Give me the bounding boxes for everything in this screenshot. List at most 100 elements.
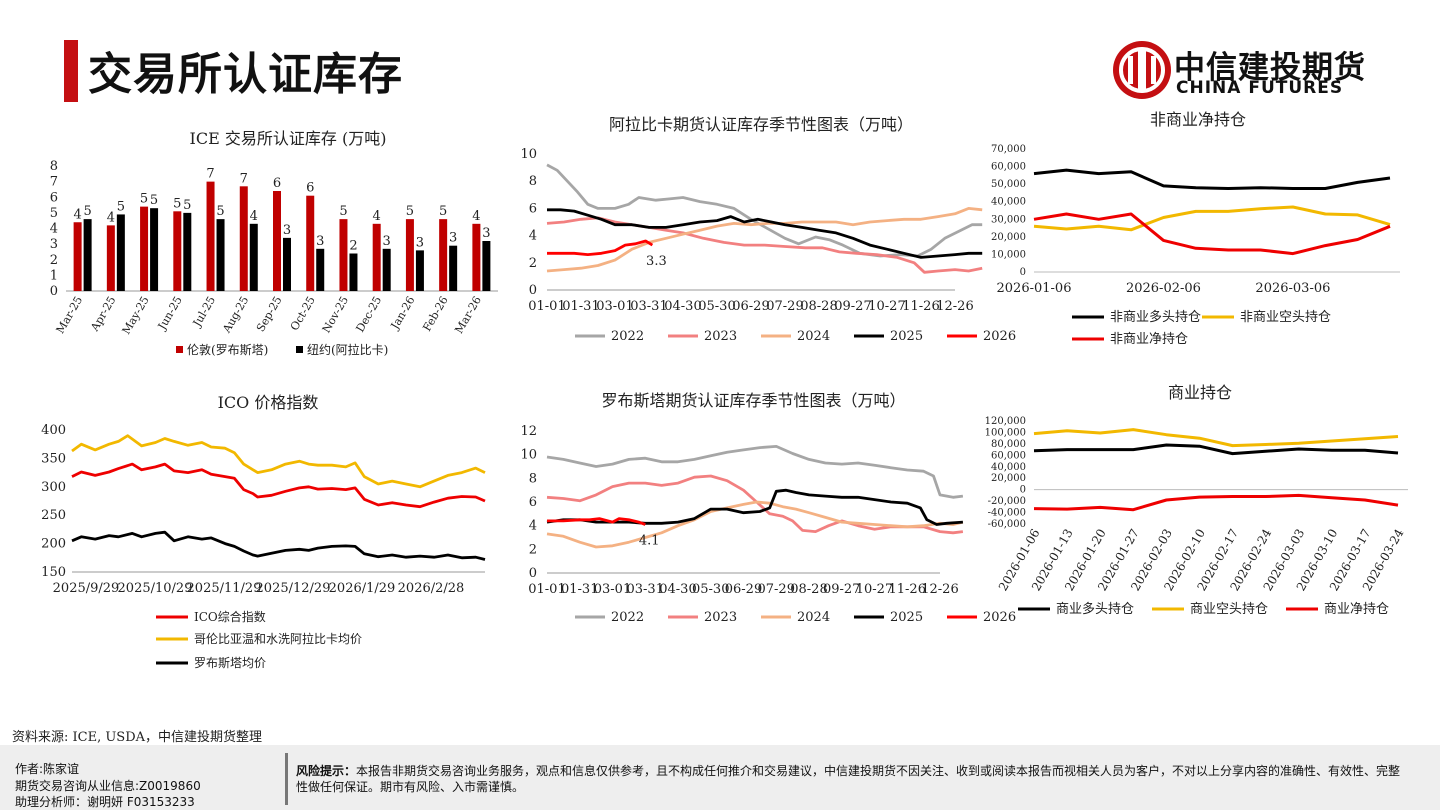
- y-tick-label: 60,000: [991, 450, 1026, 461]
- x-tick-label: 01-01: [528, 299, 565, 314]
- bar-data-label: 5: [150, 193, 158, 208]
- series-line: [546, 216, 983, 274]
- bar: [349, 253, 358, 291]
- y-tick-label: 0: [529, 283, 537, 298]
- robusta-seasonal-chart: 罗布斯塔期货认证库存季节性图表（万吨） 0 2 4 6 8 10 12 01-01 01-31 03…: [515, 388, 1016, 633]
- y-tick-label: 8: [529, 174, 537, 189]
- bar: [415, 250, 424, 291]
- series-line: [546, 488, 964, 526]
- arabica-seasonal-chart-svg: 阿拉比卡期货认证库存季节性图表（万吨） 0 2 4 6 8 10 01-0101-3103-0…: [520, 115, 1016, 344]
- x-tick-label: Aug-25: [220, 294, 252, 336]
- x-tick-label: 03-31: [630, 299, 667, 314]
- y-tick-label: 4: [529, 519, 537, 534]
- bar: [405, 219, 414, 291]
- x-tick-label: 07-29: [758, 582, 795, 597]
- commercial-chart-svg: 商业持仓 -60,000-40,000-20,000020,00040,00060…: [985, 383, 1408, 617]
- y-tick-label: 150: [41, 565, 66, 580]
- chart-title: 阿拉比卡期货认证库存季节性图表（万吨）: [609, 115, 913, 134]
- series-line: [1033, 443, 1399, 456]
- legend-label: ICO综合指数: [194, 609, 266, 624]
- y-tick-label: 30,000: [991, 214, 1026, 225]
- bar: [183, 212, 192, 291]
- bar-data-label: 3: [482, 226, 490, 241]
- y-tick-label: 10,000: [991, 249, 1026, 260]
- x-tick-label: 01-31: [562, 299, 599, 314]
- bar: [482, 241, 491, 291]
- bar-data-label: 3: [449, 231, 457, 246]
- x-tick-label: Jul-25: [190, 294, 218, 330]
- x-tick-label: 06-29: [725, 582, 762, 597]
- x-tick-label: 2026-03-06: [1255, 281, 1330, 296]
- bar-data-label: 5: [406, 204, 414, 219]
- author: 作者:陈家谊: [15, 762, 80, 776]
- bar: [116, 214, 125, 291]
- y-tick-label: 8: [529, 471, 537, 486]
- series-line: [546, 445, 964, 499]
- x-tick-label: Jan-26: [388, 294, 418, 332]
- bar: [382, 248, 391, 291]
- bar: [83, 219, 92, 291]
- bar-data-label: 5: [117, 199, 125, 214]
- y-tick-label: 3: [50, 237, 58, 252]
- x-tick-label: Dec-25: [353, 294, 384, 334]
- x-tick-label: Sep-25: [254, 294, 285, 334]
- x-tick-label: 03-01: [596, 299, 633, 314]
- bar-data-label: 5: [339, 204, 347, 219]
- x-tick-label: 2025/10/29: [118, 581, 193, 596]
- page-title: 交易所认证库存: [88, 49, 403, 100]
- series-line: [71, 434, 486, 489]
- legend-label: 2025: [890, 610, 923, 625]
- y-tick-label: 0: [529, 566, 537, 581]
- x-tick-label: 2026-01-06: [997, 281, 1072, 296]
- x-tick-label: 10-27: [868, 299, 905, 314]
- x-tick-label: 04-30: [659, 582, 696, 597]
- legend-label: 2025: [890, 329, 923, 344]
- bar: [140, 206, 149, 291]
- bar-data-label: 3: [416, 235, 424, 250]
- chart-title: ICO 价格指数: [218, 393, 319, 412]
- bar: [239, 186, 248, 291]
- y-tick-label: 12: [520, 424, 537, 439]
- chart-title: ICE 交易所认证库存 (万吨): [190, 129, 387, 148]
- y-tick-label: -60,000: [988, 519, 1026, 530]
- x-tick-label: 04-30: [664, 299, 701, 314]
- x-tick-label: 09-27: [823, 582, 860, 597]
- legend-label: 2022: [611, 329, 644, 344]
- x-tick-label: 06-29: [732, 299, 769, 314]
- bar-data-label: 3: [383, 234, 391, 249]
- footer-divider: [285, 753, 288, 805]
- y-tick-label: 80,000: [991, 439, 1026, 450]
- legend-label: 哥伦比亚温和水洗阿拉比卡均价: [194, 631, 362, 646]
- bar-data-label: 2: [349, 239, 357, 254]
- legend-label: 2023: [704, 610, 737, 625]
- bar: [472, 223, 481, 291]
- bar: [283, 237, 291, 291]
- chart-title: 非商业净持仓: [1150, 110, 1246, 129]
- bar-data-label: 4: [250, 209, 258, 224]
- x-tick-label: 2025/9/29: [53, 581, 120, 596]
- x-tick-label: 2026/2/28: [398, 581, 465, 596]
- x-tick-label: Mar-25: [54, 294, 86, 336]
- bar: [106, 225, 115, 291]
- legend-label: 非商业空头持仓: [1240, 310, 1331, 325]
- bar: [306, 195, 315, 291]
- bar: [206, 181, 215, 291]
- series-line: [71, 530, 486, 561]
- y-tick-label: 2: [50, 253, 58, 268]
- x-tick-label: 12-26: [936, 299, 973, 314]
- series-line: [1033, 168, 1391, 190]
- company-logo: 中信建投期货 CHINA FUTURES: [1112, 40, 1412, 100]
- bar: [273, 191, 281, 291]
- series-line: [546, 474, 964, 535]
- legend-label: 2024: [797, 610, 830, 625]
- y-tick-label: 400: [41, 423, 66, 438]
- bar-data-label: 4: [373, 209, 381, 224]
- x-tick-label: 08-28: [800, 299, 837, 314]
- chart-title: 商业持仓: [1168, 383, 1232, 402]
- y-tick-label: 0: [1020, 485, 1026, 496]
- x-tick-label: Feb-26: [420, 294, 450, 334]
- y-tick-label: 250: [41, 508, 66, 523]
- x-tick-label: 01-01: [528, 582, 565, 597]
- risk-text: 本报告非期货交易咨询业务服务，观点和信息仅供参考，且不构成任何推介和交易建议，中…: [296, 764, 1401, 794]
- bar-data-label: 6: [273, 176, 281, 191]
